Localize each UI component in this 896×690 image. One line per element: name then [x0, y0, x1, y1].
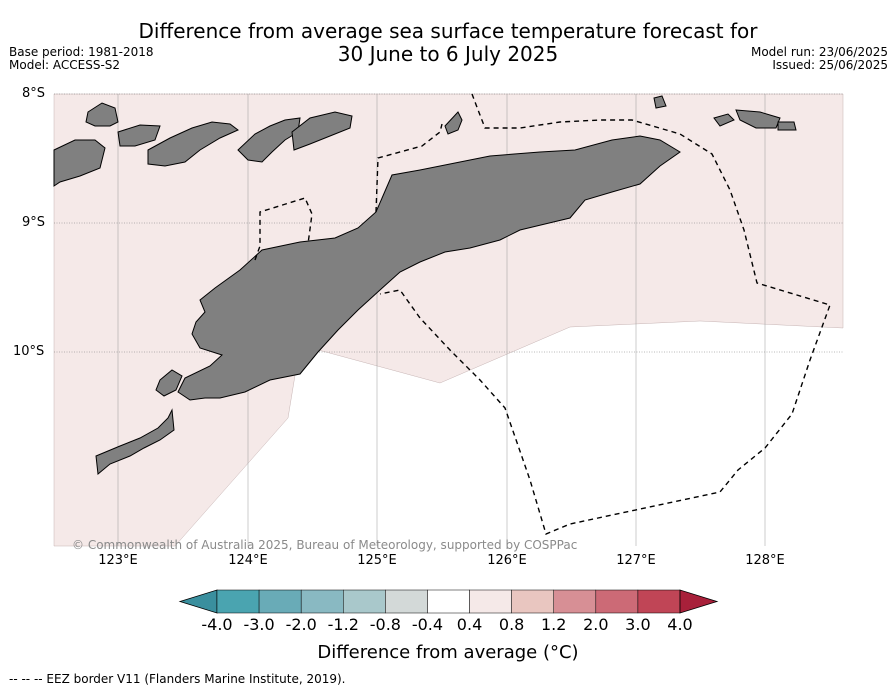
colorbar-arrow-high [679, 589, 719, 614]
timor-island [177, 135, 681, 401]
meta-info-left: Base period: 1981-2018 Model: ACCESS-S2 [9, 46, 154, 72]
colorbar-bin [553, 589, 597, 614]
small-islet-east-3 [777, 121, 797, 131]
rote-island [95, 408, 175, 475]
map-title: Difference from average sea surface temp… [138, 19, 758, 66]
issued-label: Issued: 25/06/2025 [772, 58, 888, 72]
eez-legend-note: -- -- -- EEZ border V11 (Flanders Marine… [9, 672, 346, 686]
lon-label-124e: 124°E [228, 553, 268, 568]
base-period-label: Base period: 1981-2018 [9, 45, 154, 59]
colorbar-tick-label: -0.8 [369, 615, 401, 634]
eez-border [254, 93, 831, 535]
lon-label-128e: 128°E [745, 553, 785, 568]
colorbar-bin [343, 589, 386, 614]
leti-islands [735, 109, 781, 129]
lat-label-9s: 9°S [22, 215, 46, 230]
colorbar-tick-label: 0.4 [456, 615, 483, 634]
colorbar-tick-label: 2.0 [583, 615, 609, 634]
graticule [54, 93, 843, 353]
colorbar-tick-label: 4.0 [667, 615, 693, 634]
colorbar-arrow-low [178, 589, 218, 614]
colorbar-tick-label: 3.0 [625, 615, 651, 634]
colorbar [178, 589, 719, 614]
savu-island [155, 369, 183, 397]
meta-info-right: Model run: 23/06/2025 Issued: 25/06/2025 [751, 46, 888, 72]
copyright-notice: © Commonwealth of Australia 2025, Bureau… [72, 538, 578, 552]
colorbar-bin [258, 589, 302, 614]
lon-label-127e: 127°E [616, 553, 656, 568]
small-islet-east-1 [653, 95, 667, 109]
colorbar-bin [427, 589, 470, 614]
colorbar-bin [595, 589, 639, 614]
colorbar-tick-label: -2.0 [285, 615, 317, 634]
wetar-island [291, 111, 353, 151]
colorbar-tick-label: -4.0 [201, 615, 233, 634]
colorbar-bin [511, 589, 554, 614]
lon-label-125e: 125°E [357, 553, 397, 568]
flores-islands-west [53, 139, 106, 187]
small-islet-east-2 [713, 113, 735, 127]
colorbar-bin [216, 589, 260, 614]
land-masses [53, 95, 797, 475]
small-island-2 [117, 124, 161, 147]
colorbar-tick-label: -0.4 [411, 615, 444, 634]
kisar-islet [444, 111, 463, 135]
lat-label-8s: 8°S [22, 86, 46, 101]
colorbar-tick-label: 0.8 [498, 615, 525, 634]
colorbar-bin [469, 589, 512, 614]
lon-label-126e: 126°E [487, 553, 527, 568]
colorbar-tick-label: -1.2 [327, 615, 359, 634]
model-run-label: Model run: 23/06/2025 [750, 45, 888, 59]
small-island-3 [147, 121, 239, 167]
lon-label-123e: 123°E [98, 553, 138, 568]
colorbar-tick-label: -3.0 [243, 615, 275, 634]
colorbar-bin [385, 589, 428, 614]
colorbar-bin [300, 589, 344, 614]
colorbar-title: Difference from average (°C) [317, 642, 579, 663]
colorbar-bin [637, 589, 681, 614]
anomaly-region [53, 93, 844, 547]
model-label: Model: ACCESS-S2 [9, 58, 121, 72]
small-island-1 [85, 102, 119, 127]
colorbar-tick-label: 1.2 [540, 615, 567, 634]
lat-label-10s: 10°S [13, 344, 45, 359]
